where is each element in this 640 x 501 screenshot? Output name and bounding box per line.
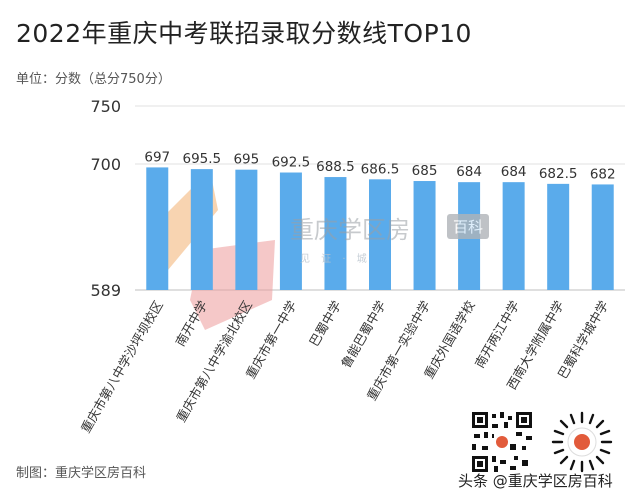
y-tick-label: 589 (90, 281, 121, 300)
data-label: 682.5 (539, 166, 578, 182)
data-label: 697 (144, 149, 170, 165)
data-label: 688.5 (316, 159, 355, 175)
bar (591, 184, 614, 290)
x-tick-label: 重庆市第八中学沙坪坝校区 (78, 298, 166, 435)
data-label: 682 (590, 166, 616, 182)
y-tick-label: 700 (90, 155, 121, 174)
data-label: 692.5 (272, 155, 311, 171)
bar (369, 179, 391, 290)
data-label: 695 (233, 152, 259, 168)
data-label: 684 (456, 164, 482, 180)
data-label: 685 (412, 163, 438, 179)
x-tick-label: 鲁能巴蜀中学 (338, 298, 388, 370)
mini-program-code-icon (551, 411, 613, 473)
bar (279, 172, 302, 290)
bar (413, 181, 436, 290)
watermark-badge: 百科 (447, 214, 490, 239)
unit-label: 单位：分数（总分750分） (16, 72, 171, 87)
bar (324, 177, 347, 290)
y-tick-label: 750 (90, 97, 121, 116)
bar (547, 183, 570, 290)
bar (235, 169, 258, 290)
watermark-text: 重庆学区房 (290, 216, 410, 244)
bar (502, 182, 525, 290)
bar (190, 169, 213, 290)
source-label: 头条 @重庆学区房百科 (458, 472, 613, 490)
qr-code-icon (470, 410, 534, 474)
footer-credit: 制图：重庆学区房百科 (16, 466, 147, 481)
data-label: 686.5 (361, 161, 400, 177)
watermark-sub: 见 证 · 城 (300, 254, 371, 265)
chart-title: 2022年重庆中考联招录取分数线TOP10 (16, 19, 472, 48)
data-label: 695.5 (182, 151, 221, 167)
x-tick-label: 巴蜀中学 (306, 298, 344, 349)
bar (146, 167, 169, 290)
x-tick-label: 南开两江中学 (472, 298, 522, 370)
data-label: 684 (501, 164, 527, 180)
